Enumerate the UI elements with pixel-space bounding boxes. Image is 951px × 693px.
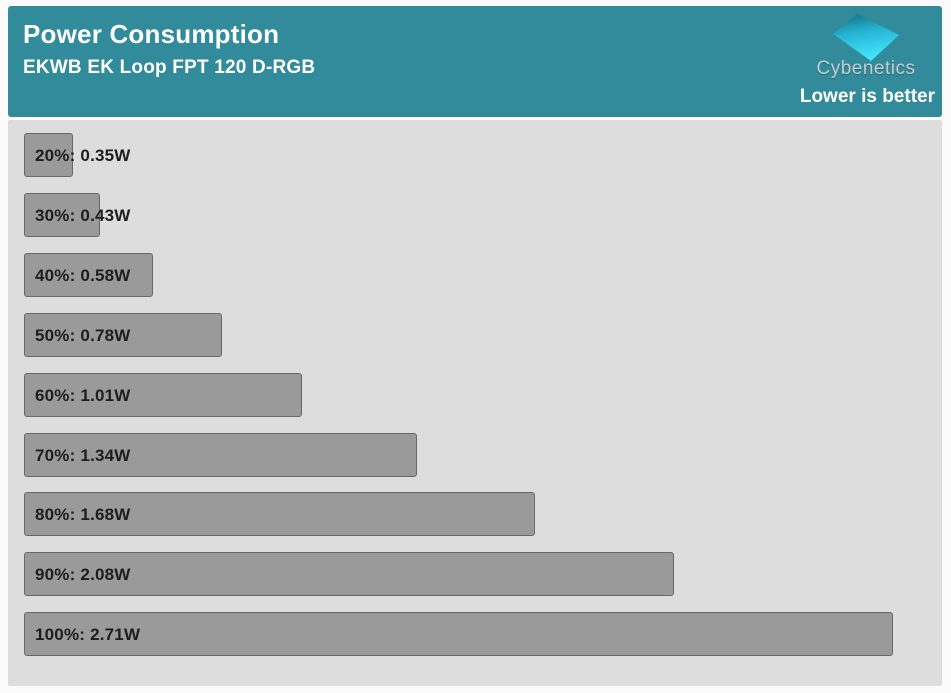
bar-90% — [24, 552, 674, 597]
brand-block: Cybenetics — [816, 13, 916, 80]
bar-label: 100%: 2.71W — [35, 625, 141, 645]
bar-label: 70%: 1.34W — [35, 445, 131, 465]
bar-50% — [24, 312, 222, 357]
bar-60% — [24, 372, 302, 417]
bar-label: 50%: 0.78W — [35, 325, 131, 345]
bar-row: 50%: 0.78W — [24, 312, 924, 357]
lower-is-better-note: Lower is better — [799, 86, 935, 107]
bar-label: 80%: 1.68W — [35, 505, 131, 525]
bar-70% — [24, 432, 417, 477]
bar-label: 90%: 2.08W — [35, 565, 131, 585]
bar-label: 60%: 1.01W — [35, 385, 131, 405]
brand-name: Cybenetics — [816, 58, 916, 79]
bar-row: 30%: 0.43W — [24, 192, 924, 237]
chart-area: 20%: 0.35W 30%: 0.43W 40%: 0.58W 50%: 0.78W… — [8, 120, 942, 686]
bar-row: 40%: 0.58W — [24, 252, 924, 297]
bar-row: 70%: 1.34W — [24, 432, 924, 477]
bar-40% — [24, 252, 153, 297]
bar-100% — [24, 612, 893, 657]
chart-header: Power Consumption EKWB EK Loop FPT 120 D… — [8, 6, 942, 117]
bar-20% — [24, 133, 73, 177]
bar-row: 60%: 1.01W — [24, 372, 924, 417]
bar-row: 80%: 1.68W — [24, 492, 924, 537]
bar-80% — [24, 492, 535, 537]
bar-30% — [24, 192, 100, 237]
bar-row: 20%: 0.35W — [24, 133, 924, 177]
bar-row: 90%: 2.08W — [24, 552, 924, 597]
chart-subtitle: EKWB EK Loop FPT 120 D-RGB — [23, 57, 316, 78]
bar-label: 20%: 0.35W — [35, 146, 131, 165]
bar-label: 40%: 0.58W — [35, 265, 131, 285]
cybenetics-logo-icon — [833, 14, 899, 61]
bar-label: 30%: 0.43W — [35, 205, 131, 225]
bar-row: 100%: 2.71W — [24, 612, 924, 657]
chart-title: Power Consumption — [23, 19, 280, 49]
